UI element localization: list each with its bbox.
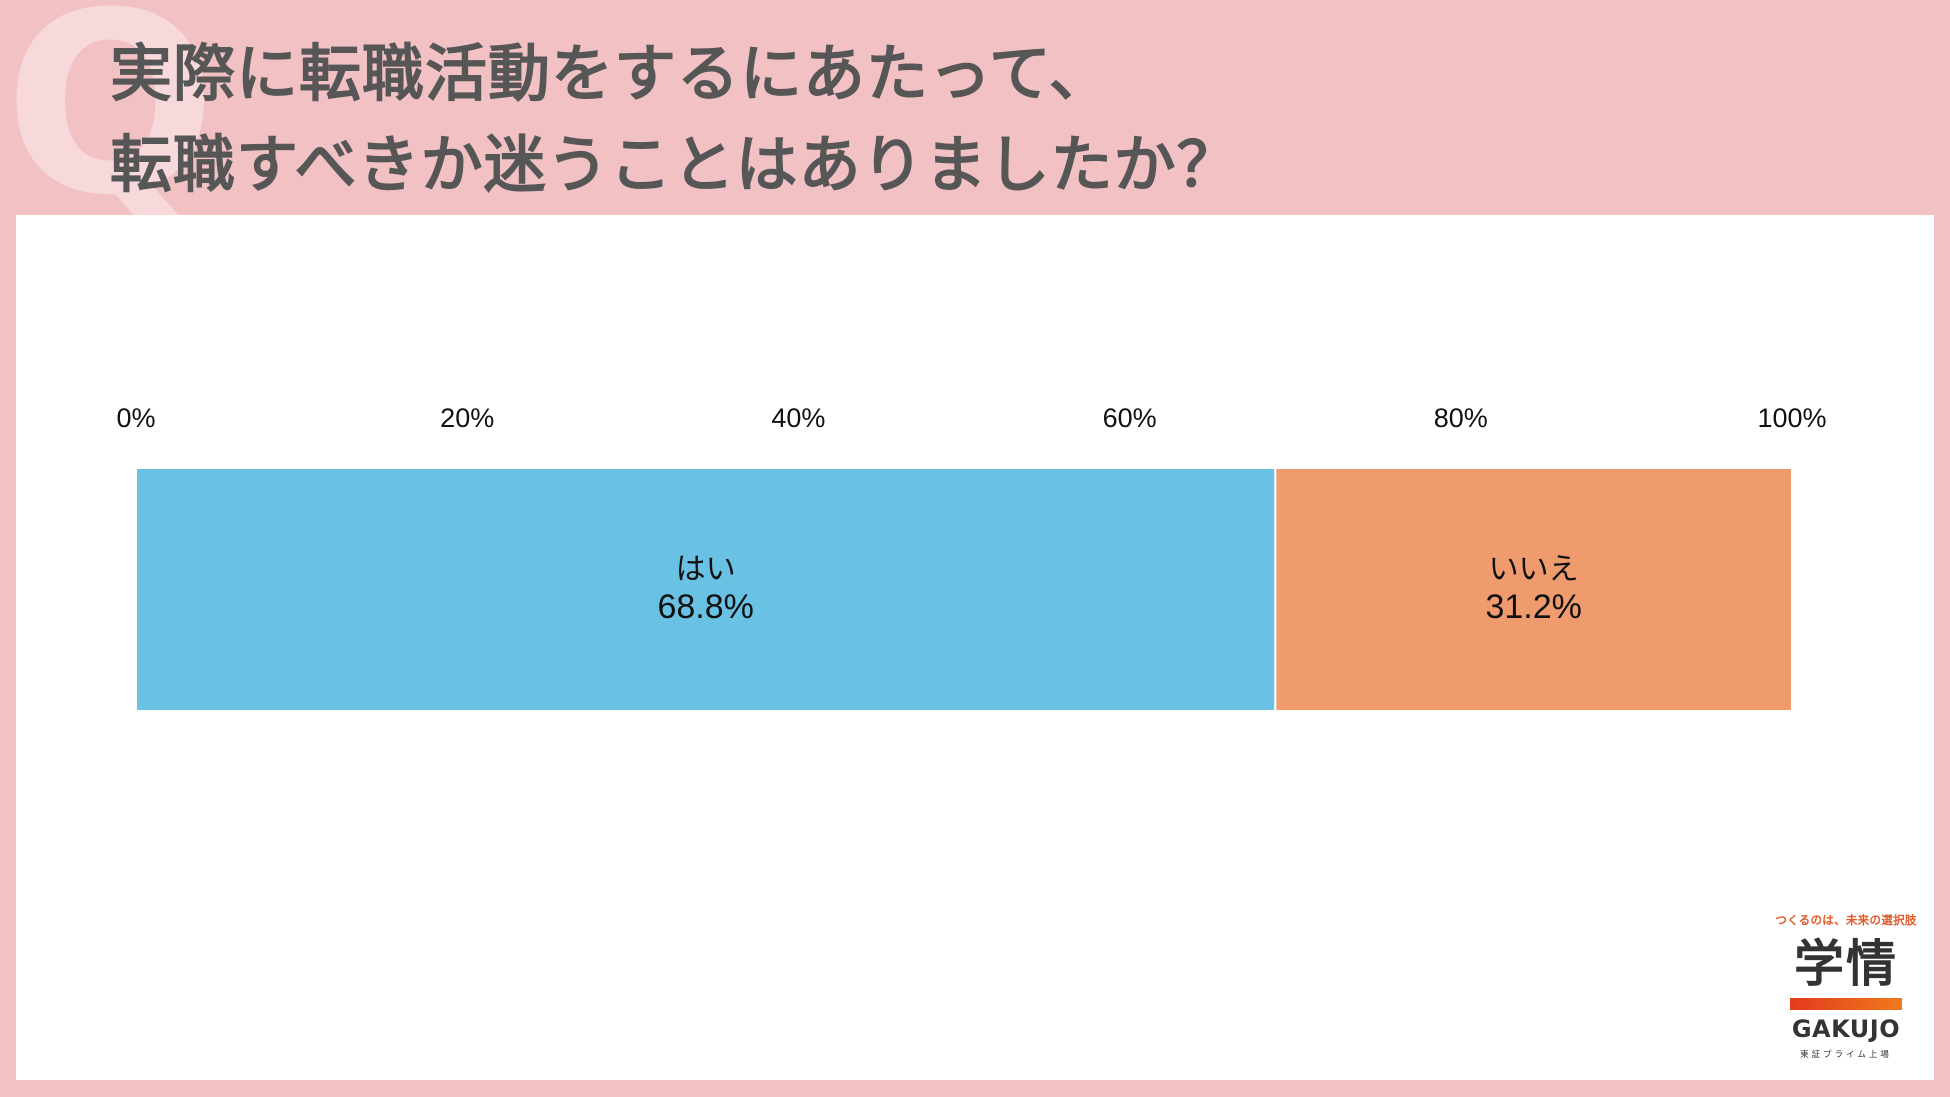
x-tick-label: 40% xyxy=(771,403,825,433)
logo-tagline: つくるのは、未来の選択肢 xyxy=(1775,913,1917,927)
chart-panel: 0% 20% 40% 60% 80% 100% はい 68.8% いいえ 31.2% xyxy=(16,215,1934,1080)
segment-value-label: 31.2% xyxy=(1485,588,1581,626)
x-tick-label: 60% xyxy=(1103,403,1157,433)
logo-english: GAKUJO xyxy=(1791,1015,1901,1043)
bar-segment xyxy=(135,467,1277,712)
bar-segment xyxy=(1274,467,1793,712)
x-tick-label: 80% xyxy=(1434,403,1488,433)
x-tick-label: 0% xyxy=(116,403,155,433)
logo-color-bar xyxy=(1790,998,1902,1010)
x-tick-label: 100% xyxy=(1757,403,1826,433)
page-title: 実際に転職活動をするにあたって、 転職すべきか迷うことはありましたか？ xyxy=(110,28,1240,210)
logo-kanji: 学情 xyxy=(1794,935,1898,993)
gakujo-logo: つくるのは、未来の選択肢 学情 GAKUJO 東証プライム上場 xyxy=(1756,912,1936,1062)
segment-category-label: はい xyxy=(676,552,736,587)
question-q-decoration: Q xyxy=(4,0,217,250)
segment-value-label: 68.8% xyxy=(657,588,753,626)
title-line-2: 転職すべきか迷うことはありましたか？ xyxy=(110,128,1240,201)
x-tick-label: 20% xyxy=(440,403,494,433)
segment-category-label: いいえ xyxy=(1489,552,1579,587)
logo-subtitle: 東証プライム上場 xyxy=(1800,1050,1892,1060)
title-line-1: 実際に転職活動をするにあたって、 xyxy=(110,37,1112,110)
